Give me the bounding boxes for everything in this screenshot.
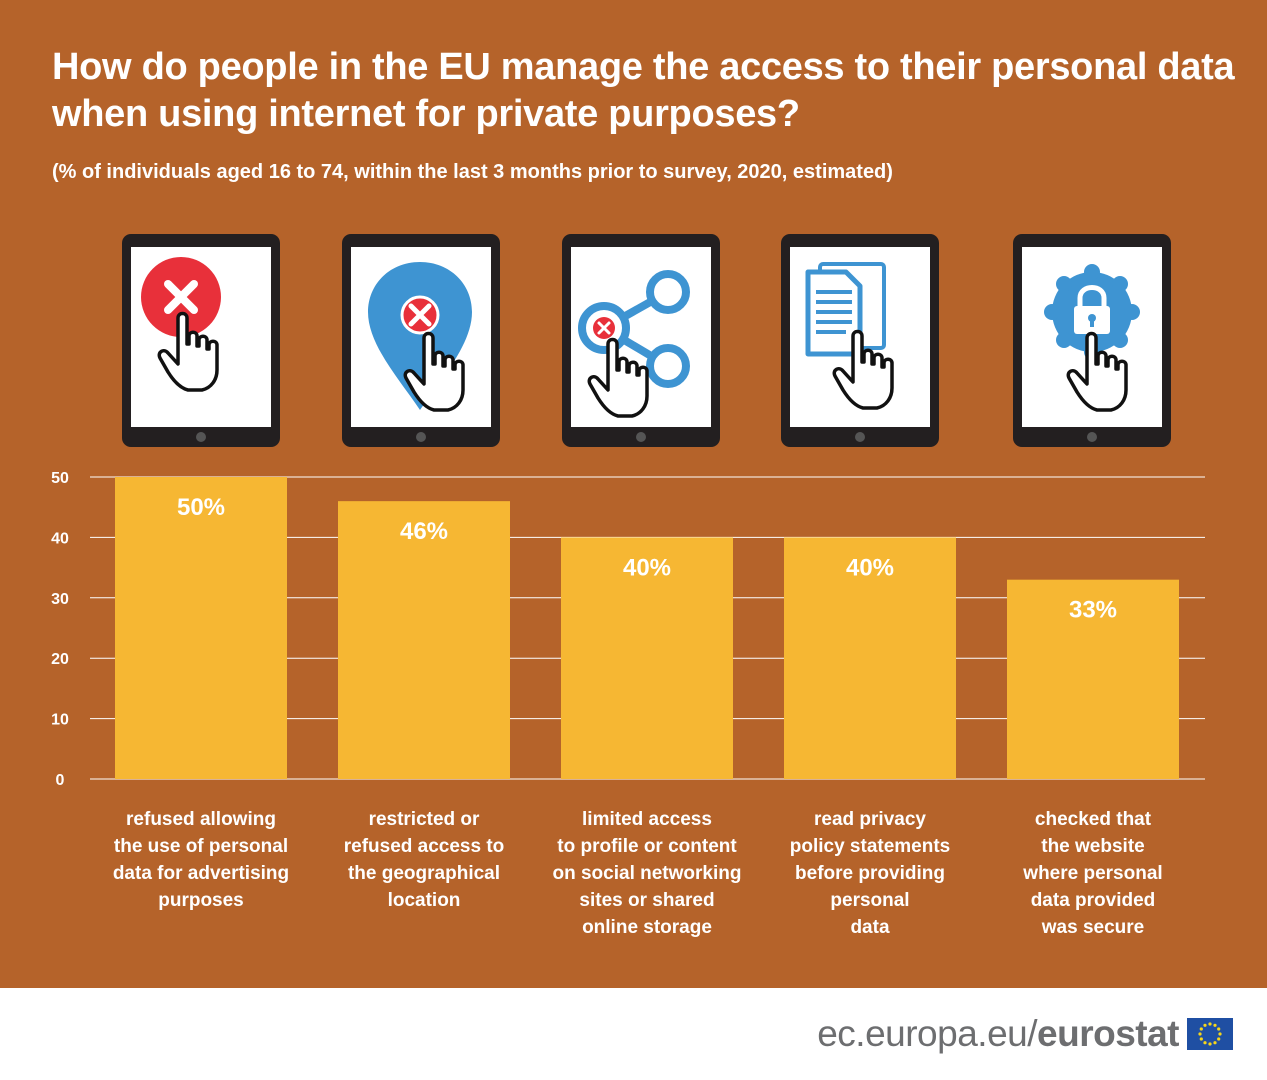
eu-flag-icon	[1187, 1018, 1233, 1050]
y-axis: 0 10 20 30 40 50	[51, 470, 69, 789]
chart-title: How do people in the EU manage the acces…	[52, 46, 1235, 135]
location-pin-cancel-icon	[368, 262, 472, 412]
category-label: checked that the website where personal …	[1023, 809, 1163, 938]
document-icon	[805, 262, 894, 410]
bar	[115, 477, 287, 779]
bars: 50% 46% 40% 40% 33%	[115, 477, 1179, 779]
category-label: restricted or refused access to the geog…	[343, 809, 505, 911]
bar	[338, 501, 510, 779]
cancel-icon	[141, 257, 221, 392]
footer-url: ec.europa.eu/	[817, 1013, 1038, 1054]
bar	[561, 537, 733, 779]
y-tick-label: 20	[51, 651, 69, 668]
bar-chart: 50% 46% 40% 40% 33% 0 10 20 30 40 50	[51, 234, 1205, 789]
bar-value-label: 40%	[846, 554, 894, 581]
footer-brand: eurostat	[1037, 1013, 1179, 1054]
footer-logo: ec.europa.eu/ eurostat	[817, 1012, 1233, 1056]
category-label: refused allowing the use of personal dat…	[112, 809, 290, 911]
y-tick-label: 50	[51, 470, 69, 487]
share-icon	[578, 270, 690, 418]
y-tick-label: 10	[51, 712, 69, 729]
y-tick-label: 30	[51, 591, 69, 608]
bar	[1007, 579, 1179, 779]
bar-value-label: 40%	[623, 554, 671, 581]
bar-value-label: 50%	[177, 494, 225, 521]
bar-value-label: 33%	[1069, 597, 1117, 624]
category-label: read privacy policy statements before pr…	[789, 809, 951, 938]
bar-value-label: 46%	[400, 518, 448, 545]
bar	[784, 537, 956, 779]
y-tick-label: 0	[56, 772, 65, 789]
y-tick-label: 40	[51, 530, 69, 547]
category-label: limited access to profile or content on …	[552, 809, 742, 938]
lock-badge-icon	[1044, 264, 1140, 412]
chart-subtitle: (% of individuals aged 16 to 74, within …	[52, 161, 893, 183]
